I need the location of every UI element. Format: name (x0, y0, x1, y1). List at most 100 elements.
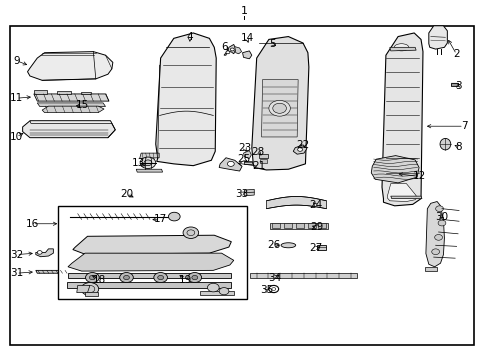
Polygon shape (34, 90, 47, 94)
Polygon shape (36, 270, 68, 273)
Circle shape (230, 48, 234, 51)
Bar (58, 206, 247, 299)
Polygon shape (390, 196, 421, 199)
Circle shape (85, 273, 99, 283)
Polygon shape (77, 285, 90, 293)
Polygon shape (386, 184, 416, 202)
Text: 30: 30 (434, 212, 447, 221)
Polygon shape (428, 26, 447, 49)
Text: 12: 12 (411, 171, 425, 181)
Circle shape (154, 273, 167, 283)
Text: 28: 28 (251, 147, 264, 157)
Text: 35: 35 (259, 285, 272, 296)
Bar (284, 224, 291, 228)
Ellipse shape (439, 138, 450, 150)
Polygon shape (219, 158, 242, 171)
Polygon shape (261, 80, 298, 137)
Polygon shape (234, 46, 241, 54)
Polygon shape (244, 189, 254, 196)
Bar (318, 224, 325, 228)
Polygon shape (81, 92, 91, 94)
Polygon shape (450, 83, 457, 86)
Text: 33: 33 (235, 189, 248, 199)
Polygon shape (250, 273, 356, 278)
Polygon shape (242, 51, 251, 59)
Polygon shape (42, 106, 104, 113)
Text: 24: 24 (308, 200, 322, 210)
Text: 4: 4 (186, 32, 193, 42)
Ellipse shape (393, 44, 408, 51)
Circle shape (219, 288, 228, 295)
Polygon shape (67, 282, 231, 288)
Circle shape (435, 206, 443, 212)
Polygon shape (224, 44, 235, 55)
Text: 25: 25 (236, 154, 250, 164)
Circle shape (225, 51, 229, 54)
Bar (308, 224, 316, 228)
Ellipse shape (281, 243, 295, 248)
Circle shape (85, 285, 95, 293)
Polygon shape (199, 291, 233, 296)
Circle shape (140, 157, 156, 168)
Circle shape (437, 220, 445, 226)
Polygon shape (68, 253, 233, 271)
Bar (271, 224, 279, 228)
Text: 7: 7 (460, 121, 466, 131)
Text: 11: 11 (10, 93, 23, 103)
Circle shape (227, 161, 234, 166)
Text: 29: 29 (309, 222, 323, 232)
Polygon shape (381, 33, 422, 206)
Polygon shape (85, 292, 98, 296)
Polygon shape (316, 245, 326, 249)
Polygon shape (266, 197, 326, 209)
Text: 14: 14 (240, 33, 253, 43)
Text: 13: 13 (131, 158, 144, 168)
Text: 16: 16 (26, 219, 39, 229)
Text: 23: 23 (237, 143, 251, 153)
Polygon shape (136, 169, 162, 172)
Circle shape (144, 160, 152, 166)
Circle shape (168, 212, 180, 221)
Circle shape (272, 103, 286, 113)
Circle shape (431, 249, 439, 255)
Polygon shape (389, 47, 415, 51)
Polygon shape (30, 121, 112, 123)
Circle shape (81, 283, 99, 296)
Circle shape (89, 275, 95, 280)
Text: 18: 18 (92, 275, 105, 285)
Circle shape (123, 275, 129, 280)
Polygon shape (243, 161, 252, 163)
Circle shape (434, 234, 442, 240)
Text: 10: 10 (10, 132, 23, 142)
Polygon shape (73, 235, 231, 254)
Text: 19: 19 (178, 275, 191, 285)
Polygon shape (68, 273, 231, 278)
Circle shape (158, 275, 163, 280)
Text: 15: 15 (76, 100, 89, 111)
Polygon shape (140, 153, 159, 158)
Text: 22: 22 (296, 140, 309, 150)
Text: 2: 2 (452, 49, 459, 59)
Polygon shape (27, 51, 113, 80)
Text: 21: 21 (252, 161, 265, 171)
Polygon shape (370, 156, 418, 183)
Polygon shape (259, 154, 267, 158)
Circle shape (207, 283, 219, 292)
Circle shape (187, 273, 201, 283)
Polygon shape (425, 202, 444, 267)
Polygon shape (243, 150, 251, 158)
Text: 9: 9 (13, 55, 20, 66)
Bar (10, 26, 473, 345)
Polygon shape (293, 145, 306, 154)
Text: 20: 20 (120, 189, 133, 199)
Text: 8: 8 (455, 142, 462, 152)
Polygon shape (57, 91, 71, 94)
Circle shape (297, 148, 302, 151)
Circle shape (268, 100, 290, 116)
Polygon shape (37, 103, 105, 107)
Polygon shape (34, 94, 109, 101)
Text: 17: 17 (154, 214, 167, 224)
Text: 32: 32 (10, 249, 23, 260)
Polygon shape (424, 267, 436, 271)
Text: 34: 34 (267, 273, 281, 283)
